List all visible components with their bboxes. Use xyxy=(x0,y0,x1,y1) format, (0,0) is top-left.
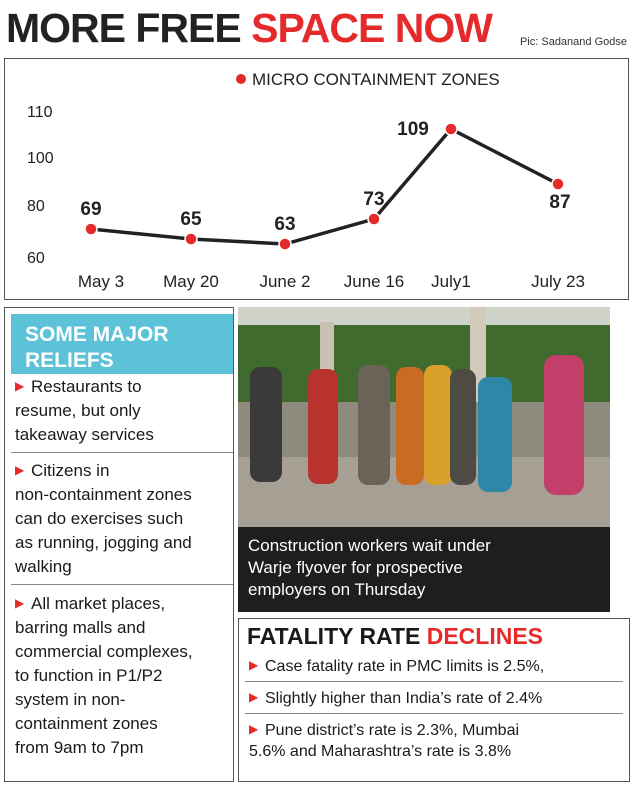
chart-panel: MICRO CONTAINMENT ZONES 110 100 80 60 69 65 63 7… xyxy=(4,58,629,300)
reliefs-title: SOME MAJOR RELIEFS xyxy=(25,322,169,374)
fatality-item: ▶ Slightly higher than India’s rate of 2.… xyxy=(249,687,624,709)
fatality-item: ▶ Pune district’s rate is 2.3%, Mumbai 5.… xyxy=(249,719,624,762)
data-point xyxy=(184,232,198,246)
fatality-line: Case fatality rate in PMC limits is 2.5%… xyxy=(265,658,545,675)
headline-part2: SPACE NOW xyxy=(251,5,493,51)
relief-line: commercial complexes, xyxy=(15,642,193,661)
data-label: 87 xyxy=(549,192,570,213)
fatality-title-part2: DECLINES xyxy=(426,623,544,649)
x-tick-label: May 3 xyxy=(78,272,124,291)
divider xyxy=(245,681,623,682)
fatality-line: Pune district’s rate is 2.3%, Mumbai xyxy=(265,722,520,739)
data-point xyxy=(84,222,98,236)
photo-credit: Pic: Sadanand Godse xyxy=(519,36,627,48)
relief-item: ▶ Citizens in non-containment zones can d… xyxy=(15,458,230,579)
relief-line: walking xyxy=(15,557,72,576)
data-label: 69 xyxy=(80,199,101,220)
relief-line: resume, but only xyxy=(15,401,141,420)
relief-item: ▶ Restaurants to resume, but only takeawa… xyxy=(15,374,230,447)
data-label: 65 xyxy=(180,209,202,230)
relief-line: system in non- xyxy=(15,690,126,709)
relief-line: non-containment zones xyxy=(15,485,192,504)
reliefs-title-line1: SOME MAJOR xyxy=(25,323,169,346)
relief-line: as running, jogging and xyxy=(15,533,192,552)
fatality-item: ▶ Case fatality rate in PMC limits is 2.5… xyxy=(249,655,624,677)
relief-item: ▶ All market places, barring malls and co… xyxy=(15,591,230,760)
relief-line: takeaway services xyxy=(15,425,154,444)
data-point xyxy=(367,212,381,226)
relief-line: barring malls and xyxy=(15,618,146,637)
headline: MORE FREE SPACE NOW xyxy=(6,4,493,52)
reliefs-header: SOME MAJOR RELIEFS xyxy=(11,314,233,374)
x-tick-label: June 2 xyxy=(259,272,310,291)
y-tick-label: 60 xyxy=(27,250,45,267)
relief-line: All market places, xyxy=(31,594,166,613)
photo-illustration xyxy=(238,307,610,527)
bullet-triangle-icon: ▶ xyxy=(15,596,25,610)
bullet-triangle-icon: ▶ xyxy=(249,658,259,672)
caption-line: employers on Thursday xyxy=(248,580,426,599)
caption-line: Warje flyover for prospective xyxy=(248,558,463,577)
relief-line: Citizens in xyxy=(31,461,110,480)
photo-workers xyxy=(250,355,584,495)
bullet-triangle-icon: ▶ xyxy=(249,690,259,704)
data-label: 63 xyxy=(274,214,295,235)
divider xyxy=(11,452,233,453)
y-tick-label: 110 xyxy=(27,104,53,121)
containment-zones-chart: MICRO CONTAINMENT ZONES 110 100 80 60 69 65 63 7… xyxy=(27,70,585,291)
data-point xyxy=(278,237,292,251)
bullet-triangle-icon: ▶ xyxy=(15,379,25,393)
caption-line: Construction workers wait under xyxy=(248,536,491,555)
relief-line: containment zones xyxy=(15,714,158,733)
series-line xyxy=(90,126,559,246)
y-tick-label: 100 xyxy=(27,150,54,167)
fatality-title-part1: FATALITY RATE xyxy=(247,623,427,649)
y-tick-label: 80 xyxy=(27,198,45,215)
x-tick-label: July1 xyxy=(431,272,471,291)
legend-label: MICRO CONTAINMENT ZONES xyxy=(252,70,500,89)
data-label: 73 xyxy=(363,189,384,210)
x-tick-label: July 23 xyxy=(531,272,585,291)
news-photo xyxy=(238,307,610,527)
relief-line: from 9am to 7pm xyxy=(15,738,144,757)
divider xyxy=(11,584,233,585)
legend-marker xyxy=(236,74,246,84)
relief-line: Restaurants to xyxy=(31,377,142,396)
x-tick-label: May 20 xyxy=(163,272,219,291)
x-tick-label: June 16 xyxy=(344,272,405,291)
divider xyxy=(245,713,623,714)
data-point xyxy=(444,122,458,136)
photo-sky xyxy=(238,307,610,325)
reliefs-panel: SOME MAJOR RELIEFS ▶ Restaurants to resum… xyxy=(4,307,234,782)
fatality-title: FATALITY RATE DECLINES xyxy=(247,623,543,650)
reliefs-title-line2: RELIEFS xyxy=(25,349,114,372)
relief-line: can do exercises such xyxy=(15,509,184,528)
bullet-triangle-icon: ▶ xyxy=(15,463,25,477)
bullet-triangle-icon: ▶ xyxy=(249,722,259,736)
fatality-line: 5.6% and Maharashtra’s rate is 3.8% xyxy=(249,743,512,760)
photo-caption: Construction workers wait under Warje fl… xyxy=(238,527,610,612)
relief-line: to function in P1/P2 xyxy=(15,666,163,685)
data-label: 109 xyxy=(397,119,429,140)
fatality-line: Slightly higher than India’s rate of 2.4… xyxy=(265,690,543,707)
data-point xyxy=(551,177,565,191)
fatality-panel: FATALITY RATE DECLINES ▶ Case fatality ra… xyxy=(238,618,630,782)
headline-part1: MORE FREE xyxy=(6,5,252,51)
